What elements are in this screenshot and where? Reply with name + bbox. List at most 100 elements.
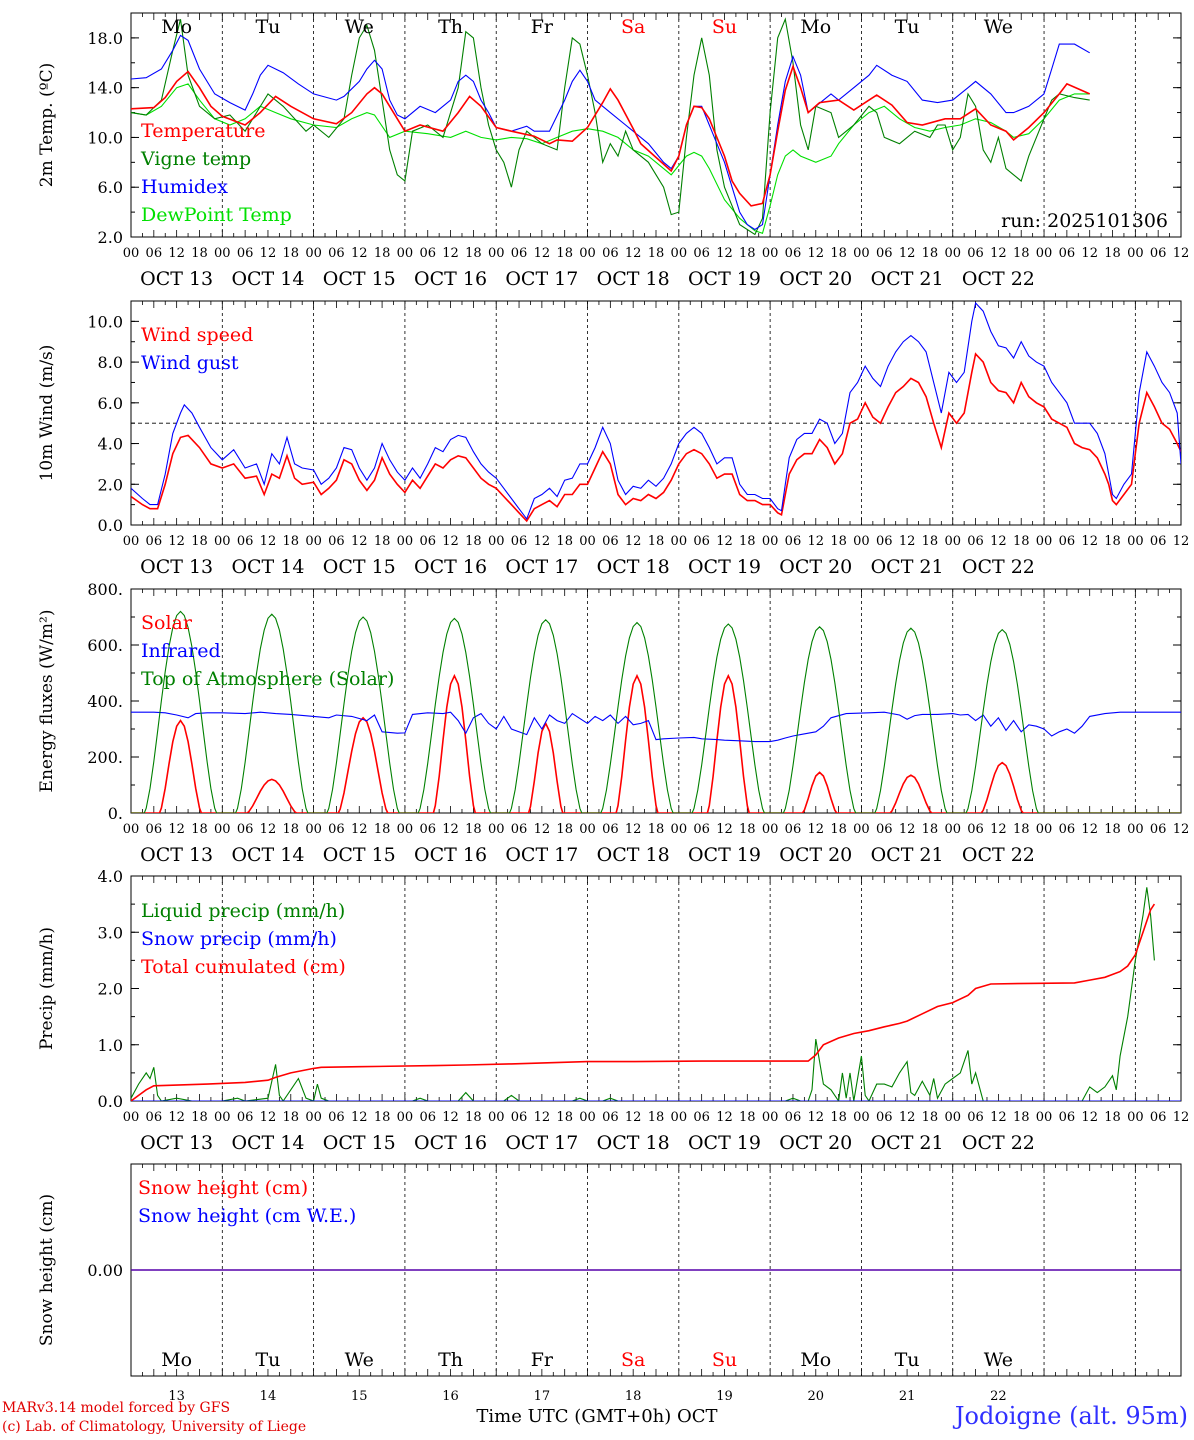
hour-tick-label: 18: [283, 822, 300, 837]
weekday-label: Tu: [895, 16, 920, 38]
hour-tick-label: 12: [990, 1110, 1007, 1125]
hour-tick-label: 12: [168, 822, 185, 837]
hour-tick-label: 00: [944, 246, 961, 261]
hour-tick-label: 18: [1104, 246, 1121, 261]
weekday-label: Fr: [531, 1349, 554, 1371]
day-number: 21: [899, 1389, 916, 1404]
run-label: run: 2025101306: [1001, 210, 1168, 232]
date-label: OCT 16: [414, 556, 487, 578]
hour-tick-label: 00: [671, 1110, 688, 1125]
hour-tick-label: 00: [671, 822, 688, 837]
hour-tick-label: 00: [671, 534, 688, 549]
hour-tick-label: 00: [853, 534, 870, 549]
day-number: 15: [351, 1389, 368, 1404]
hour-tick-label: 00: [1127, 1110, 1144, 1125]
date-label: OCT 21: [871, 1132, 944, 1154]
hour-tick-label: 06: [967, 534, 984, 549]
legend-temperature: Temperature: [141, 120, 265, 142]
date-label: OCT 22: [962, 556, 1035, 578]
day-number: 19: [716, 1389, 733, 1404]
hour-tick-label: 06: [1150, 1110, 1167, 1125]
hour-tick-label: 18: [191, 246, 208, 261]
hour-tick-label: 12: [260, 534, 277, 549]
hour-tick-label: 00: [671, 246, 688, 261]
hour-tick-label: 00: [123, 534, 140, 549]
hour-tick-label: 12: [899, 822, 916, 837]
hour-tick-label: 06: [328, 822, 345, 837]
hour-tick-label: 18: [556, 1110, 573, 1125]
hour-tick-label: 06: [967, 822, 984, 837]
date-label: OCT 16: [414, 844, 487, 866]
y-tick-label: 0.: [108, 804, 123, 823]
y-tick-label: 0.0: [98, 516, 123, 535]
hour-tick-label: 06: [785, 246, 802, 261]
hour-tick-label: 06: [1059, 534, 1076, 549]
y-tick-label: 2.0: [98, 475, 123, 494]
hour-tick-label: 12: [351, 246, 368, 261]
hour-tick-label: 12: [1173, 822, 1190, 837]
y-tick-label: 1.0: [98, 1036, 123, 1055]
weekday-label: We: [345, 16, 374, 38]
series-wind-speed: [131, 352, 1181, 523]
hour-tick-label: 06: [511, 822, 528, 837]
hour-tick-label: 18: [739, 246, 756, 261]
hour-tick-label: 00: [123, 822, 140, 837]
legend-vigne-temp: Vigne temp: [140, 148, 251, 170]
weekday-label: Tu: [895, 1349, 920, 1371]
hour-tick-label: 12: [1173, 534, 1190, 549]
hour-tick-label: 06: [693, 246, 710, 261]
hour-tick-label: 18: [465, 1110, 482, 1125]
time-axis-label: Time UTC (GMT+0h) OCT: [476, 1406, 718, 1427]
weekday-label: Mo: [161, 1349, 192, 1371]
y-axis-label-temp: 2m Temp. (ºC): [37, 63, 57, 188]
hour-tick-label: 12: [351, 534, 368, 549]
date-label: OCT 14: [231, 844, 304, 866]
day-number: 14: [260, 1389, 277, 1404]
hour-tick-label: 12: [990, 246, 1007, 261]
hour-tick-label: 12: [990, 822, 1007, 837]
hour-tick-label: 12: [899, 534, 916, 549]
hour-tick-label: 06: [876, 1110, 893, 1125]
hour-tick-label: 12: [260, 822, 277, 837]
hour-tick-label: 18: [830, 1110, 847, 1125]
y-axis-label-wind: 10m Wind (m/s): [37, 345, 57, 482]
hour-tick-label: 00: [944, 1110, 961, 1125]
hour-tick-label: 00: [853, 1110, 870, 1125]
hour-tick-label: 06: [693, 534, 710, 549]
hour-tick-label: 12: [1081, 246, 1098, 261]
hour-tick-label: 00: [579, 822, 596, 837]
weekday-label: We: [984, 1349, 1013, 1371]
hour-tick-label: 12: [260, 1110, 277, 1125]
date-label: OCT 19: [688, 844, 761, 866]
date-label: OCT 15: [323, 556, 396, 578]
hour-tick-label: 18: [830, 822, 847, 837]
hour-tick-label: 12: [168, 1110, 185, 1125]
hour-tick-label: 06: [967, 1110, 984, 1125]
day-number: 13: [168, 1389, 185, 1404]
hour-tick-label: 00: [397, 246, 414, 261]
date-label: OCT 16: [414, 1132, 487, 1154]
y-tick-label: 2.0: [98, 980, 123, 999]
hour-tick-label: 18: [283, 534, 300, 549]
hour-tick-label: 06: [237, 822, 254, 837]
y-tick-label: 600.: [87, 636, 123, 655]
hour-tick-label: 00: [123, 1110, 140, 1125]
hour-tick-label: 00: [397, 1110, 414, 1125]
series-vigne-temp: [131, 17, 1090, 236]
hour-tick-label: 18: [191, 1110, 208, 1125]
date-label: OCT 18: [597, 844, 670, 866]
hour-tick-label: 12: [808, 822, 825, 837]
hour-tick-label: 18: [1104, 1110, 1121, 1125]
hour-tick-label: 00: [853, 246, 870, 261]
hour-tick-label: 00: [944, 822, 961, 837]
hour-tick-label: 12: [260, 246, 277, 261]
hour-tick-label: 06: [511, 1110, 528, 1125]
hour-tick-label: 12: [990, 534, 1007, 549]
legend-infrared: Infrared: [141, 640, 221, 662]
y-tick-label: 3.0: [98, 923, 123, 942]
hour-tick-label: 18: [283, 1110, 300, 1125]
hour-tick-label: 06: [237, 246, 254, 261]
hour-tick-label: 06: [876, 534, 893, 549]
day-number: 18: [625, 1389, 642, 1404]
date-label: OCT 15: [323, 268, 396, 290]
